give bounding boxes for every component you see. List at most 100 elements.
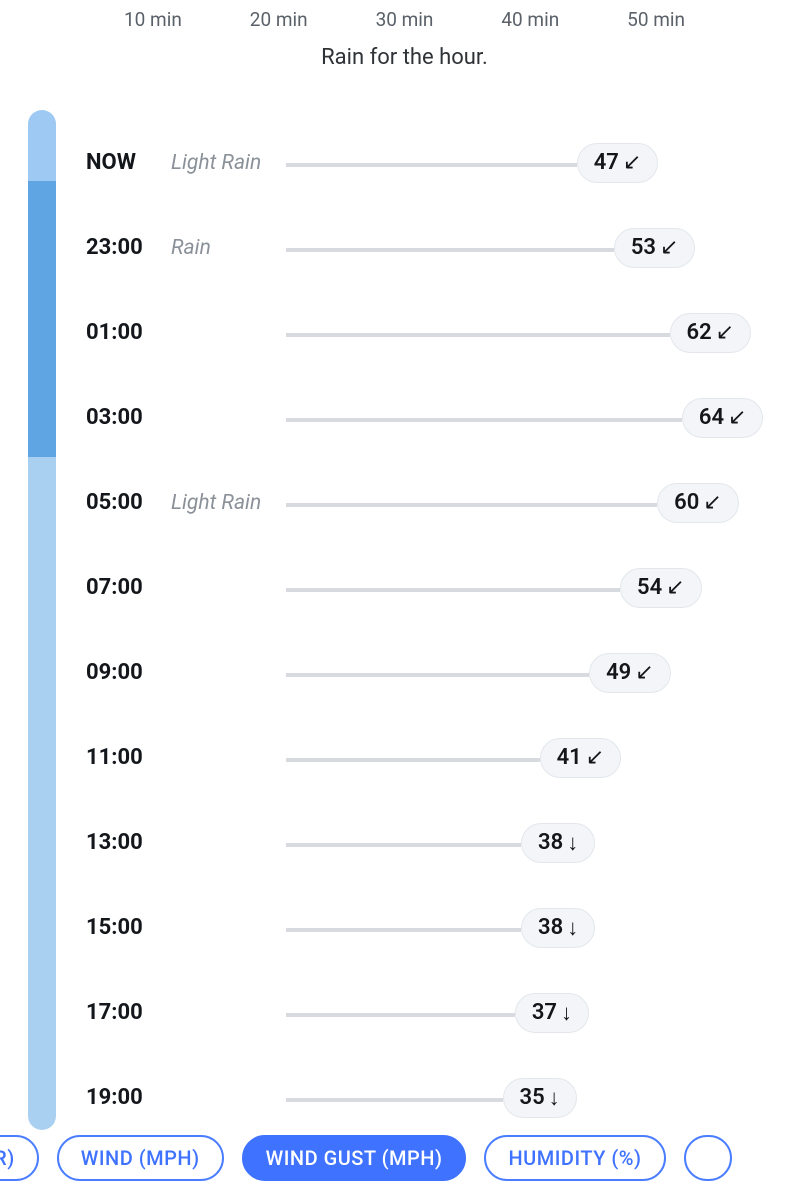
wind-gust-pill[interactable]: 53↙ bbox=[614, 228, 696, 268]
arrow-down-left-icon: ↙ bbox=[586, 745, 604, 770]
value-track: 47↙ bbox=[286, 143, 809, 183]
metric-tab[interactable]: HUMIDITY (%) bbox=[484, 1135, 665, 1181]
forecast-time: 15:00 bbox=[86, 915, 171, 940]
value-track: 54↙ bbox=[286, 568, 809, 608]
value-track: 64↙ bbox=[286, 398, 809, 438]
metric-tab[interactable]: WIND (MPH) bbox=[57, 1135, 224, 1181]
wind-gust-pill[interactable]: 47↙ bbox=[577, 143, 659, 183]
wind-gust-pill[interactable]: 38↓ bbox=[521, 908, 595, 948]
arrow-down-left-icon: ↙ bbox=[703, 490, 721, 515]
forecast-time: 09:00 bbox=[86, 660, 171, 685]
wind-gust-value: 38 bbox=[538, 830, 563, 855]
axis-tick: 30 min bbox=[342, 8, 468, 31]
forecast-row[interactable]: 15:00 38↓ bbox=[86, 885, 809, 970]
wind-gust-pill[interactable]: 64↙ bbox=[682, 398, 764, 438]
forecast-row[interactable]: 09:00 49↙ bbox=[86, 630, 809, 715]
forecast-time: 17:00 bbox=[86, 1000, 171, 1025]
wind-gust-value: 41 bbox=[557, 745, 582, 770]
forecast-row[interactable]: 23:00Rain 53↙ bbox=[86, 205, 809, 290]
value-line bbox=[286, 418, 682, 422]
value-track: 41↙ bbox=[286, 738, 809, 778]
value-line bbox=[286, 248, 614, 252]
arrow-down-icon: ↓ bbox=[561, 1000, 572, 1026]
value-line bbox=[286, 163, 577, 167]
arrow-down-left-icon: ↙ bbox=[635, 660, 653, 685]
wind-gust-value: 62 bbox=[687, 320, 712, 345]
wind-gust-value: 53 bbox=[631, 235, 656, 260]
value-line bbox=[286, 588, 620, 592]
wind-gust-pill[interactable]: 38↓ bbox=[521, 823, 595, 863]
arrow-down-left-icon: ↙ bbox=[728, 405, 746, 430]
wind-gust-pill[interactable]: 60↙ bbox=[657, 483, 739, 523]
value-line bbox=[286, 758, 540, 762]
forecast-row[interactable]: 05:00Light Rain 60↙ bbox=[86, 460, 809, 545]
time-axis: 10 min20 min30 min40 min50 min bbox=[0, 0, 809, 39]
metric-tab[interactable]: WIND GUST (MPH) bbox=[242, 1135, 467, 1181]
value-line bbox=[286, 843, 521, 847]
rain-intensity-bar bbox=[28, 110, 56, 1130]
wind-gust-pill[interactable]: 54↙ bbox=[620, 568, 702, 608]
forecast-time: 19:00 bbox=[86, 1085, 171, 1110]
wind-gust-pill[interactable]: 37↓ bbox=[515, 993, 589, 1033]
forecast-list: NOWLight Rain47↙23:00Rain53↙01:0062↙03:0… bbox=[86, 120, 809, 1140]
forecast-time: 11:00 bbox=[86, 745, 171, 770]
forecast-time: 23:00 bbox=[86, 235, 171, 260]
arrow-down-left-icon: ↙ bbox=[660, 235, 678, 260]
wind-gust-pill[interactable]: 41↙ bbox=[540, 738, 622, 778]
value-line bbox=[286, 673, 589, 677]
wind-gust-pill[interactable]: 62↙ bbox=[670, 313, 752, 353]
forecast-row[interactable]: 01:00 62↙ bbox=[86, 290, 809, 375]
axis-tick: 10 min bbox=[90, 8, 216, 31]
value-track: 38↓ bbox=[286, 823, 809, 863]
arrow-down-left-icon: ↙ bbox=[716, 320, 734, 345]
value-line bbox=[286, 503, 657, 507]
forecast-condition: Light Rain bbox=[171, 491, 286, 515]
axis-tick: 50 min bbox=[593, 8, 719, 31]
forecast-time: 01:00 bbox=[86, 320, 171, 345]
rain-bar-segment bbox=[28, 181, 56, 456]
wind-gust-value: 47 bbox=[594, 150, 619, 175]
forecast-condition: Light Rain bbox=[171, 151, 286, 175]
rain-caption: Rain for the hour. bbox=[0, 45, 809, 70]
value-line bbox=[286, 1098, 503, 1102]
forecast-row[interactable]: NOWLight Rain 47↙ bbox=[86, 120, 809, 205]
value-line bbox=[286, 333, 670, 337]
forecast-time: NOW bbox=[86, 150, 171, 175]
main-area: NOWLight Rain47↙23:00Rain53↙01:0062↙03:0… bbox=[0, 120, 809, 1140]
value-track: 53↙ bbox=[286, 228, 809, 268]
arrow-down-left-icon: ↙ bbox=[666, 575, 684, 600]
wind-gust-value: 37 bbox=[532, 1000, 557, 1025]
wind-gust-value: 64 bbox=[699, 405, 724, 430]
forecast-row[interactable]: 03:00 64↙ bbox=[86, 375, 809, 460]
wind-gust-value: 38 bbox=[538, 915, 563, 940]
arrow-down-left-icon: ↙ bbox=[623, 150, 641, 175]
metric-tab[interactable]: IR) bbox=[0, 1135, 39, 1181]
wind-gust-pill[interactable]: 35↓ bbox=[503, 1078, 577, 1118]
arrow-down-icon: ↓ bbox=[567, 915, 578, 941]
rain-bar-segment bbox=[28, 110, 56, 181]
value-track: 49↙ bbox=[286, 653, 809, 693]
value-track: 62↙ bbox=[286, 313, 809, 353]
metric-tab[interactable] bbox=[684, 1135, 732, 1181]
forecast-row[interactable]: 13:00 38↓ bbox=[86, 800, 809, 885]
forecast-row[interactable]: 17:00 37↓ bbox=[86, 970, 809, 1055]
value-line bbox=[286, 928, 521, 932]
wind-gust-pill[interactable]: 49↙ bbox=[589, 653, 671, 693]
axis-tick: 40 min bbox=[467, 8, 593, 31]
wind-gust-value: 54 bbox=[637, 575, 662, 600]
axis-tick: 20 min bbox=[216, 8, 342, 31]
rain-bar-segment bbox=[28, 457, 56, 1130]
value-track: 60↙ bbox=[286, 483, 809, 523]
forecast-time: 05:00 bbox=[86, 490, 171, 515]
forecast-condition: Rain bbox=[171, 236, 286, 260]
arrow-down-icon: ↓ bbox=[549, 1085, 560, 1111]
metric-tabs: IR) WIND (MPH) WIND GUST (MPH) HUMIDITY (%) bbox=[0, 1128, 809, 1188]
forecast-time: 13:00 bbox=[86, 830, 171, 855]
value-track: 38↓ bbox=[286, 908, 809, 948]
wind-gust-value: 60 bbox=[674, 490, 699, 515]
wind-gust-value: 49 bbox=[606, 660, 631, 685]
forecast-row[interactable]: 11:00 41↙ bbox=[86, 715, 809, 800]
forecast-time: 07:00 bbox=[86, 575, 171, 600]
forecast-time: 03:00 bbox=[86, 405, 171, 430]
forecast-row[interactable]: 07:00 54↙ bbox=[86, 545, 809, 630]
